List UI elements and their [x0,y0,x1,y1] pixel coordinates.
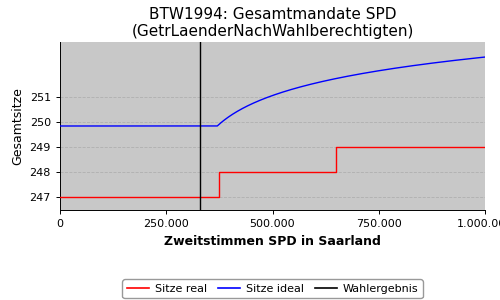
X-axis label: Zweitstimmen SPD in Saarland: Zweitstimmen SPD in Saarland [164,235,381,248]
Legend: Sitze real, Sitze ideal, Wahlergebnis: Sitze real, Sitze ideal, Wahlergebnis [122,279,422,298]
Y-axis label: Gesamtsitze: Gesamtsitze [11,87,24,165]
Title: BTW1994: Gesamtmandate SPD
(GetrLaenderNachWahlberechtigten): BTW1994: Gesamtmandate SPD (GetrLaenderN… [132,7,414,39]
